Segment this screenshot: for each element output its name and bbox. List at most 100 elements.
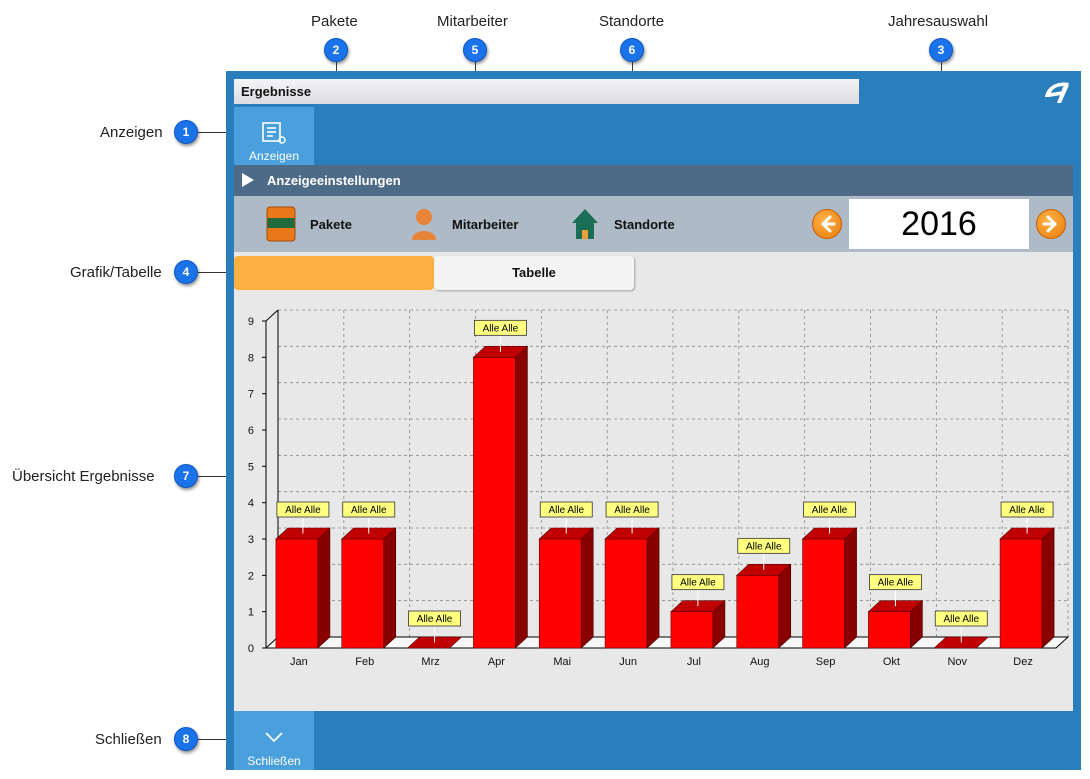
callout-badge-5: 5 [463,38,487,62]
callout-label-jahresauswahl: Jahresauswahl [888,13,989,30]
data-label: Alle Alle [943,614,979,625]
data-label: Alle Alle [285,505,321,516]
y-tick-label: 1 [248,607,254,619]
x-tick-label: Jun [619,656,637,668]
filter-standorte-label: Standorte [614,216,675,232]
data-label-box [737,537,791,554]
callout-label-schliessen: Schließen [95,731,162,748]
data-label: Alle Alle [812,505,848,516]
x-tick-label: Jul [687,656,701,668]
filter-standorte[interactable]: Standorte [570,196,675,252]
x-tick-label: Nov [947,656,967,668]
callout-badge-1: 1 [174,120,198,144]
y-tick-label: 7 [248,389,254,401]
callout-label-standorte: Standorte [599,13,665,30]
year-prev-button[interactable] [812,209,842,239]
y-tick-label: 2 [248,570,254,582]
list-view-icon [262,122,286,144]
data-label-box [605,501,659,518]
callout-label-anzeigen: Anzeigen [100,124,163,141]
employee-icon [412,209,436,240]
arrow-left-icon [821,215,836,233]
y-tick-label: 6 [248,425,254,437]
data-label: Alle Alle [351,505,387,516]
data-label: Alle Alle [680,578,716,589]
data-label-box [803,501,856,518]
chart-floor [264,636,1070,649]
data-label-box [342,501,396,518]
data-label: Alle Alle [417,614,453,625]
bar [275,538,319,649]
callout-leader-1 [198,132,234,133]
x-tick-label: Sep [816,656,836,668]
bar [538,538,582,649]
data-label: Alle Alle [878,578,914,589]
bar [473,357,516,649]
results-content: Tabelle 0 1 2 3 4 5 6 7 8 9 Alle Alle Jan Alle Alle F… [234,252,1073,711]
filter-row: Pakete Mitarbeiter Standorte 2016 [234,196,1073,252]
callout-badge-2: 2 [324,38,348,62]
callout-label-mitarbeiter: Mitarbeiter [437,13,508,30]
tab-tabelle[interactable]: Tabelle [434,256,634,290]
data-label-box [869,574,922,591]
data-label-box [408,610,461,627]
schliessen-label: Schließen [247,754,301,768]
bar [999,538,1043,649]
bar-side [383,527,397,649]
bar-side [515,345,528,649]
y-tick-label: 8 [248,352,254,364]
bar [868,611,911,649]
app-logo-icon [1045,82,1069,103]
chevron-down-icon [265,732,283,743]
year-field[interactable]: 2016 [849,199,1029,249]
x-tick-label: Feb [355,656,374,668]
data-label: Alle Alle [746,541,782,552]
data-label-box [276,501,330,518]
results-bar-chart: 0 1 2 3 4 5 6 7 8 9 Alle Alle Jan Alle Alle Feb Alle A… [248,309,1070,668]
settings-header[interactable]: Anzeigeeinstellungen [234,165,1073,196]
anzeigen-label: Anzeigen [248,149,300,163]
bar [604,538,648,649]
bar [670,611,714,649]
y-axis-line [265,309,279,322]
filter-mitarbeiter[interactable]: Mitarbeiter [410,196,518,252]
anzeigen-button[interactable]: Anzeigen [234,107,314,165]
bar-side [1041,527,1055,649]
x-tick-label: Dez [1013,656,1033,668]
bar [802,538,845,649]
y-tick-label: 3 [248,534,254,546]
callout-badge-8: 8 [174,727,198,751]
bar-side [317,527,331,649]
data-label-box [1000,501,1054,518]
expand-triangle-icon [242,173,254,187]
year-next-button[interactable] [1036,209,1066,239]
filter-pakete[interactable]: Pakete [266,196,352,252]
bar [736,575,780,649]
x-tick-label: Aug [750,656,770,668]
data-label: Alle Alle [1009,505,1045,516]
data-label-box [671,574,725,591]
data-label: Alle Alle [548,505,584,516]
data-label-box [934,610,988,627]
settings-header-label: Anzeigeeinstellungen [267,173,401,188]
bar [341,538,385,649]
schliessen-button[interactable]: Schließen [234,711,314,770]
filter-mitarbeiter-label: Mitarbeiter [452,216,519,232]
bar-side [778,563,792,649]
callout-label-uebersicht: Übersicht Ergebnisse [12,468,155,485]
bar-side [844,527,857,649]
callout-badge-3: 3 [929,38,953,62]
callout-label-grafik-tabelle: Grafik/Tabelle [70,264,162,281]
callout-badge-4: 4 [174,260,198,284]
bar-top [472,346,529,358]
callout-badge-6: 6 [620,38,644,62]
x-tick-label: Mrz [421,656,439,668]
filter-pakete-label: Pakete [310,216,352,232]
data-label-box [539,501,593,518]
data-label-box [474,319,527,336]
data-label: Alle Alle [483,323,519,334]
y-tick-label: 9 [248,316,254,328]
x-tick-label: Apr [488,656,505,668]
bar-side [646,527,660,649]
tab-grafik[interactable] [234,256,434,290]
